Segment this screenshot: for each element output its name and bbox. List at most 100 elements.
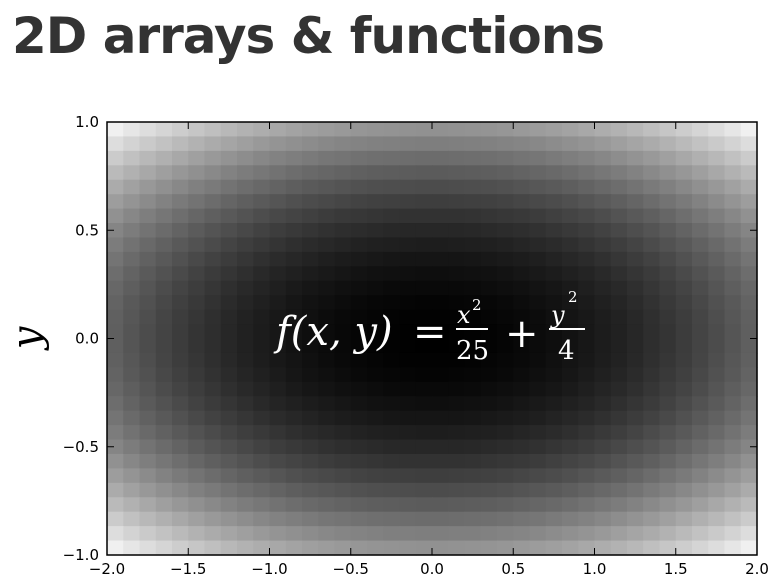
heatmap-cell — [139, 482, 157, 498]
formula-y-denominator: 4 — [558, 336, 575, 366]
heatmap-cell — [302, 324, 319, 340]
heatmap-cell — [220, 136, 238, 152]
heatmap-cell — [350, 237, 368, 253]
formula-plus: + — [505, 311, 539, 357]
heatmap-cell — [692, 223, 709, 239]
heatmap-cell — [562, 194, 579, 210]
heatmap-cell — [139, 511, 157, 527]
heatmap-cell — [350, 165, 368, 181]
heatmap-cells — [107, 122, 758, 556]
heatmap-cell — [269, 410, 287, 426]
heatmap-cell — [107, 179, 124, 195]
heatmap-cell — [302, 468, 319, 484]
heatmap-cell — [448, 511, 466, 527]
heatmap-cell — [724, 179, 742, 195]
heatmap-cell — [562, 165, 579, 181]
formula-y-numerator: y — [550, 301, 565, 329]
heatmap-cell — [367, 367, 384, 383]
heatmap-cell — [675, 223, 693, 239]
heatmap-cell — [285, 381, 303, 397]
heatmap-cell — [562, 352, 579, 368]
heatmap-cell — [334, 309, 352, 325]
heatmap-cell — [188, 309, 206, 325]
heatmap-cell — [724, 309, 742, 325]
heatmap-cell — [692, 251, 709, 267]
heatmap-cell — [399, 338, 417, 354]
heatmap-cell — [448, 352, 466, 368]
heatmap-cell — [643, 223, 661, 239]
heatmap-cell — [448, 439, 466, 455]
heatmap-cell — [367, 526, 384, 542]
heatmap-cell — [610, 540, 628, 556]
heatmap-cell — [139, 338, 157, 354]
heatmap-cell — [188, 526, 206, 542]
heatmap-cell — [448, 223, 466, 239]
heatmap-cell — [708, 251, 726, 267]
heatmap-cell — [253, 526, 271, 542]
heatmap-cell — [610, 482, 628, 498]
heatmap-cell — [724, 136, 742, 152]
heatmap-cell — [740, 324, 758, 340]
heatmap-cell — [253, 179, 271, 195]
heatmap-cell — [724, 122, 742, 138]
heatmap-cell — [155, 251, 173, 267]
heatmap-cell — [220, 381, 238, 397]
heatmap-cell — [675, 425, 693, 441]
heatmap-cell — [188, 511, 206, 527]
heatmap-cell — [302, 338, 319, 354]
heatmap-cell — [383, 194, 401, 210]
x-tick-label: 0.0 — [420, 560, 444, 578]
heatmap-cell — [529, 468, 547, 484]
heatmap-cell — [724, 381, 742, 397]
heatmap-cell — [367, 179, 384, 195]
heatmap-cell — [708, 410, 726, 426]
heatmap-cell — [123, 194, 141, 210]
heatmap-cell — [172, 410, 189, 426]
heatmap-cell — [594, 511, 612, 527]
heatmap-cell — [172, 208, 189, 224]
heatmap-cell — [220, 122, 238, 138]
heatmap-cell — [545, 208, 563, 224]
heatmap-cell — [529, 280, 547, 296]
heatmap-cell — [724, 165, 742, 181]
heatmap-cell — [708, 352, 726, 368]
heatmap-cell — [740, 295, 758, 311]
heatmap-cell — [675, 381, 693, 397]
heatmap-cell — [220, 367, 238, 383]
heatmap-cell — [123, 381, 141, 397]
heatmap-cell — [302, 482, 319, 498]
heatmap-cell — [740, 511, 758, 527]
heatmap-cell — [188, 338, 206, 354]
heatmap-cell — [562, 410, 579, 426]
heatmap-cell — [188, 251, 206, 267]
heatmap-cell — [627, 309, 644, 325]
heatmap-cell — [107, 497, 124, 513]
heatmap-cell — [448, 482, 466, 498]
heatmap-cell — [285, 237, 303, 253]
heatmap-cell — [269, 237, 287, 253]
heatmap-cell — [480, 381, 498, 397]
heatmap-cell — [692, 352, 709, 368]
heatmap-cell — [188, 453, 206, 469]
x-tick-label: −1.0 — [251, 560, 287, 578]
heatmap-cell — [383, 165, 401, 181]
heatmap-cell — [285, 410, 303, 426]
heatmap-cell — [432, 396, 449, 412]
heatmap-cell — [204, 410, 222, 426]
heatmap-cell — [155, 352, 173, 368]
heatmap-cell — [627, 179, 644, 195]
heatmap-cell — [188, 194, 206, 210]
heatmap-cell — [415, 352, 433, 368]
heatmap-cell — [269, 453, 287, 469]
heatmap-cell — [659, 526, 677, 542]
heatmap-cell — [334, 150, 352, 166]
heatmap-cell — [155, 468, 173, 484]
heatmap-cell — [155, 165, 173, 181]
heatmap-cell — [237, 208, 254, 224]
heatmap-cell — [692, 324, 709, 340]
heatmap-cell — [562, 453, 579, 469]
heatmap-cell — [562, 338, 579, 354]
heatmap-cell — [497, 295, 514, 311]
heatmap-cell — [562, 381, 579, 397]
heatmap-cell — [415, 295, 433, 311]
